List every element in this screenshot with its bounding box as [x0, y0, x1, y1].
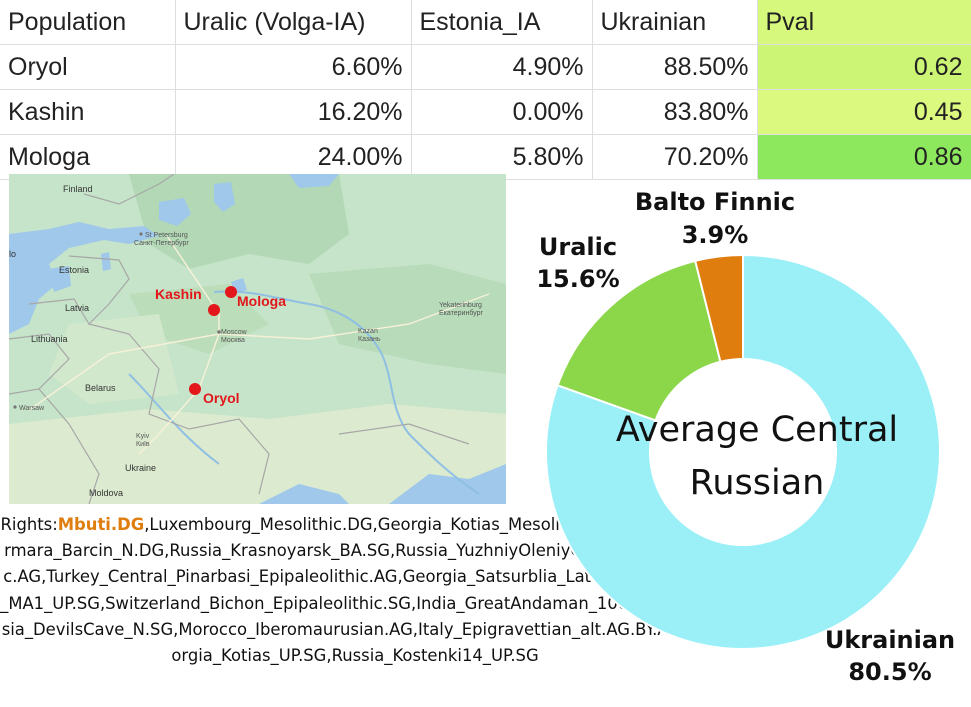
- cell-pval: 0.62: [756, 44, 971, 90]
- admixture-table: Population Uralic (Volga-IA) Estonia_IA …: [0, 0, 971, 180]
- cell-ukrainian: 70.20%: [591, 134, 758, 180]
- city-label-kazan: Kazan: [358, 328, 378, 335]
- lake-ladoga: [159, 198, 191, 226]
- slice-value-balto-finnic: 3.9%: [682, 221, 749, 249]
- cell-pval: 0.45: [756, 89, 971, 135]
- country-label-lithuania: Lithuania: [31, 334, 68, 344]
- cell-ukrainian: 83.80%: [591, 89, 758, 135]
- site-label-mologa: Mologa: [237, 293, 286, 309]
- city-label-st-petersburg-alt: Санкт-Петербург: [134, 239, 189, 247]
- chart-title-line2: Russian: [690, 463, 825, 503]
- table-row: Kashin 16.20% 0.00% 83.80% 0.45: [0, 89, 971, 135]
- site-label-kashin: Kashin: [155, 286, 202, 302]
- cell-population: Mologa: [0, 134, 176, 180]
- cell-population: Oryol: [0, 44, 176, 90]
- border-line: [83, 174, 175, 205]
- pie-slice-uralic: [556, 259, 745, 454]
- cell-population: Kashin: [0, 89, 176, 135]
- city-label-kazan-alt: Казань: [358, 336, 381, 343]
- city-label-yekaterinburg-alt: Екатеринбург: [439, 309, 483, 317]
- road: [138, 333, 220, 455]
- slice-value-ukrainian: 80.5%: [848, 658, 931, 686]
- cell-estonia: 0.00%: [410, 89, 593, 135]
- cell-uralic: 6.60%: [174, 44, 412, 90]
- sea-of-azov: [389, 464, 506, 504]
- city-label-warsaw: Warsaw: [19, 405, 45, 412]
- slice-name-ukrainian: Ukrainian: [825, 626, 955, 654]
- rights-text: Rights:Mbuti.DG,Luxembourg_Mesolithic.DG…: [0, 512, 710, 669]
- city-label-moscow-alt: Москва: [221, 337, 245, 344]
- country-label-belarus: Belarus: [85, 383, 116, 393]
- city-dot: [139, 232, 143, 236]
- gulf-of-riga: [47, 266, 71, 292]
- slice-name-uralic: Uralic: [539, 233, 617, 261]
- city-label-kyiv: Kyiv: [136, 433, 150, 440]
- cell-ukrainian: 88.50%: [591, 44, 758, 90]
- site-marker-oryol[interactable]: [189, 383, 201, 395]
- table-row: Oryol 6.60% 4.90% 88.50% 0.62: [0, 44, 971, 90]
- border-line: [9, 333, 70, 395]
- table-header-row: Population Uralic (Volga-IA) Estonia_IA …: [0, 0, 971, 45]
- slice-value-uralic: 15.6%: [536, 265, 619, 293]
- baltic-sea: [9, 222, 159, 334]
- city-label-kyiv-alt: Київ: [136, 441, 150, 448]
- forest-area: [129, 174, 349, 269]
- cell-uralic: 16.20%: [174, 89, 412, 135]
- border-line: [338, 423, 470, 445]
- header-uralic: Uralic (Volga-IA): [174, 0, 412, 45]
- city-label-st-petersburg: St Petersburg: [145, 232, 188, 239]
- city-label-yekaterinburg: Yekaterinburg: [439, 302, 482, 309]
- border-line: [38, 388, 100, 504]
- cell-estonia: 4.90%: [410, 44, 593, 90]
- lake-peipus: [101, 252, 111, 271]
- border-line: [28, 298, 90, 325]
- chart-title-line1: Average Central: [616, 410, 898, 450]
- city-dot: [217, 330, 221, 334]
- rights-list: ,Luxembourg_Mesolithic.DG,Georgia_Kotias…: [0, 515, 710, 666]
- site-marker-kashin[interactable]: [208, 304, 220, 316]
- site-marker-mologa[interactable]: [225, 286, 237, 298]
- map-panel[interactable]: Finland Estonia Latvia Lithuania Belarus…: [9, 174, 506, 504]
- country-label-ukraine: Ukraine: [125, 463, 156, 473]
- city-label-moscow: Moscow: [221, 329, 248, 336]
- edge-label: lo: [9, 249, 16, 259]
- table-row: Mologa 24.00% 5.80% 70.20% 0.86: [0, 134, 971, 180]
- road: [166, 235, 490, 340]
- slice-name-balto-finnic: Balto Finnic: [635, 188, 795, 216]
- country-label-finland: Finland: [63, 184, 93, 194]
- city-dot: [13, 405, 17, 409]
- rights-prefix: Rights:: [0, 515, 58, 534]
- header-ukrainian: Ukrainian: [591, 0, 758, 45]
- cell-pval: 0.86: [756, 134, 971, 180]
- lake-onega: [214, 182, 235, 212]
- steppe-area: [9, 404, 506, 504]
- map-svg: Finland Estonia Latvia Lithuania Belarus…: [9, 174, 506, 504]
- header-pval: Pval: [756, 0, 971, 45]
- pie-slice-balto-finnic: [693, 253, 744, 453]
- dnieper-river: [128, 373, 220, 465]
- country-label-latvia: Latvia: [65, 303, 89, 313]
- header-population: Population: [0, 0, 176, 45]
- rights-highlight: Mbuti.DG: [57, 515, 145, 534]
- country-label-moldova: Moldova: [89, 488, 123, 498]
- road: [28, 333, 220, 411]
- plain-area: [49, 314, 179, 404]
- site-label-oryol: Oryol: [203, 390, 240, 406]
- volga-river: [213, 290, 480, 495]
- header-estonia: Estonia_IA: [410, 0, 593, 45]
- cell-estonia: 5.80%: [410, 134, 593, 180]
- forest-area: [309, 264, 506, 374]
- cell-uralic: 24.00%: [174, 134, 412, 180]
- country-label-estonia: Estonia: [59, 265, 89, 275]
- black-sea: [259, 484, 349, 504]
- white-sea: [289, 174, 339, 188]
- border-line: [68, 255, 270, 495]
